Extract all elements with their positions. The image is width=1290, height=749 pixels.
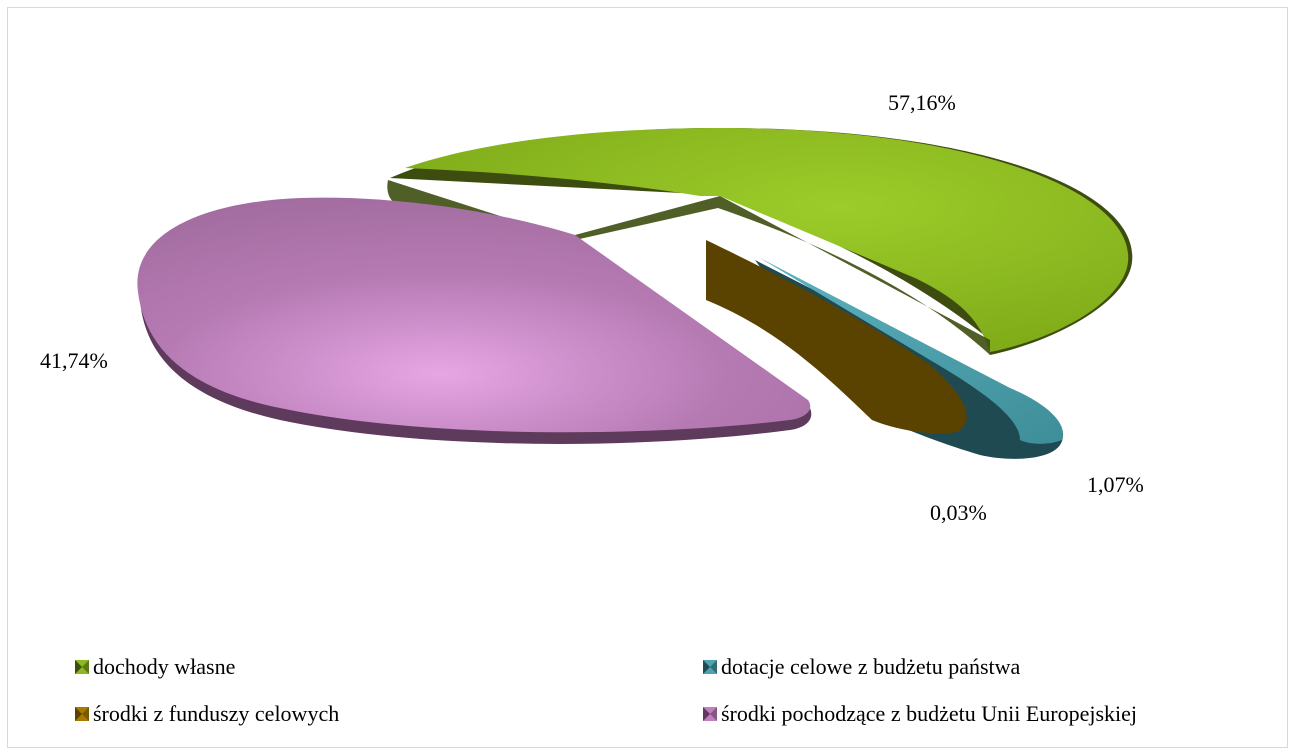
slice-srodki-ue — [137, 197, 811, 433]
legend-label: dochody własne — [93, 654, 236, 679]
label-srodki-z-funduszy: 0,03% — [930, 500, 987, 525]
slice-dotacje-celowe — [760, 258, 1064, 444]
legend-swatch-gold — [75, 707, 89, 721]
legend-item-dochody-wlasne: dochody własne — [75, 654, 235, 680]
legend-swatch-green — [75, 660, 89, 674]
label-srodki-ue: 41,74% — [40, 348, 108, 373]
legend-label: dotacje celowe z budżetu państwa — [721, 654, 1021, 679]
legend-label: środki z funduszy celowych — [93, 701, 340, 726]
legend-item-dotacje-celowe: dotacje celowe z budżetu państwa — [703, 654, 1020, 680]
legend-label: środki pochodzące z budżetu Unii Europej… — [721, 701, 1138, 726]
slice-srodki-z-funduszy — [706, 240, 967, 434]
legend-swatch-teal — [703, 660, 717, 674]
label-dochody-wlasne: 57,16% — [888, 90, 956, 115]
legend-swatch-purple — [703, 707, 717, 721]
slice-dochody-wlasne — [405, 128, 1129, 352]
legend-item-srodki-ue: środki pochodzące z budżetu Unii Europej… — [703, 701, 1137, 727]
legend-item-srodki-z-funduszy: środki z funduszy celowych — [75, 701, 339, 727]
label-dotacje-celowe: 1,07% — [1087, 472, 1144, 497]
